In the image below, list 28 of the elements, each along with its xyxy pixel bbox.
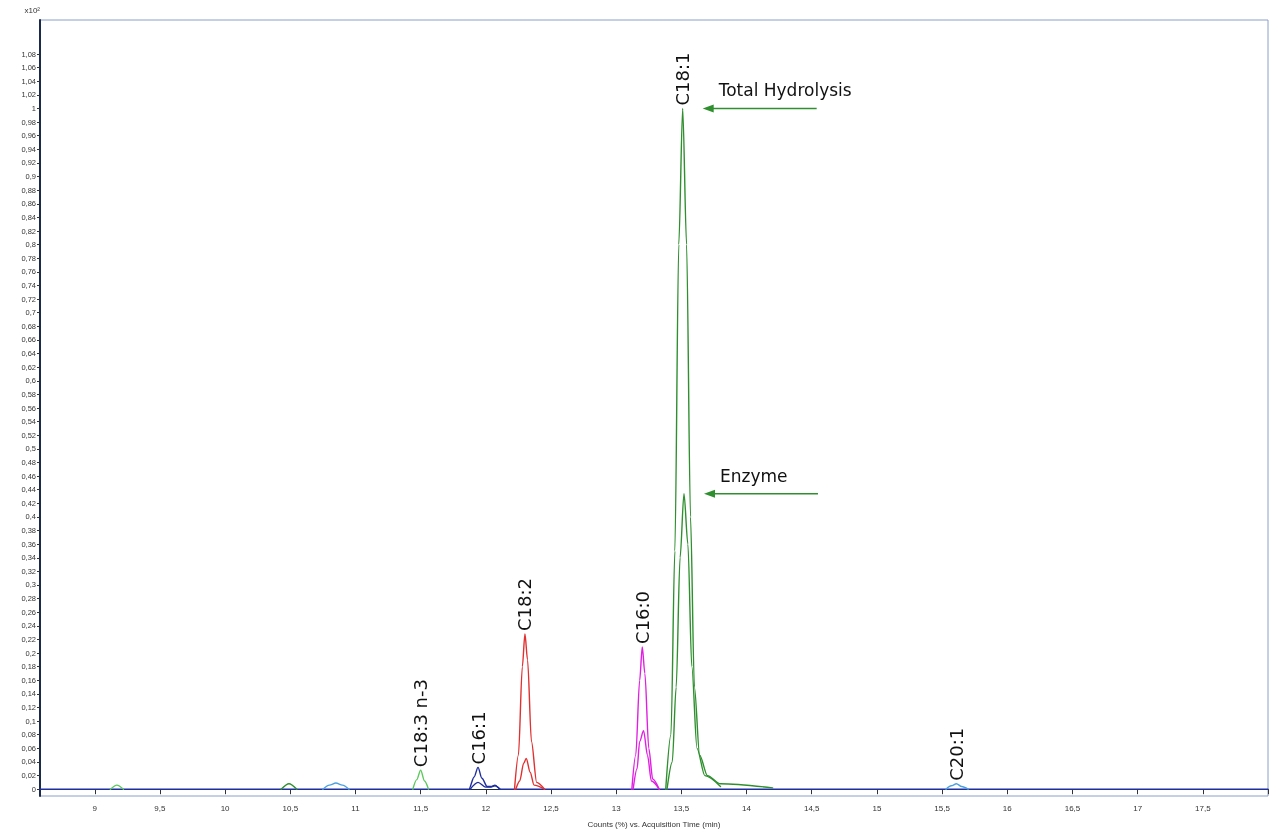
- x-tick-label: 9,5: [154, 803, 167, 813]
- x-tick-label: 10,5: [282, 803, 299, 813]
- x-tick-label: 12,5: [543, 803, 560, 813]
- x-axis-title: Counts (%) vs. Acquisition Time (min): [587, 819, 721, 829]
- x-tick-label: 13,5: [673, 803, 690, 813]
- text: C16:1: [467, 711, 489, 765]
- annotation: Enzyme: [719, 465, 788, 486]
- x-tick-label: 17,5: [1195, 803, 1212, 813]
- y-axis-title: x10²: [24, 5, 41, 15]
- text: C18:2: [514, 577, 536, 631]
- x-tick-label: 12: [481, 803, 491, 813]
- x-tick-label: 13: [611, 803, 622, 813]
- x-tick-label: 15,5: [934, 803, 951, 813]
- x-tick-label: 14: [742, 803, 752, 813]
- x-tick-label: 15: [872, 803, 882, 813]
- x-tick-label: 16,5: [1064, 803, 1081, 813]
- text: C20:1: [945, 727, 967, 781]
- x-tick-label: 17: [1133, 803, 1143, 813]
- annotation: Total Hydrolysis: [717, 80, 852, 101]
- text: C18:3 n-3: [410, 679, 432, 768]
- text: C16:0: [631, 590, 653, 644]
- x-tick-label: 14,5: [803, 803, 821, 813]
- text: C18:1: [672, 52, 694, 106]
- x-tick-label: 9: [92, 803, 98, 813]
- x-tick-label: 11: [351, 803, 361, 813]
- x-tick-label: 16: [1002, 803, 1013, 813]
- x-tick-label: 10: [220, 803, 231, 813]
- x-tick-label: 11,5: [413, 803, 429, 813]
